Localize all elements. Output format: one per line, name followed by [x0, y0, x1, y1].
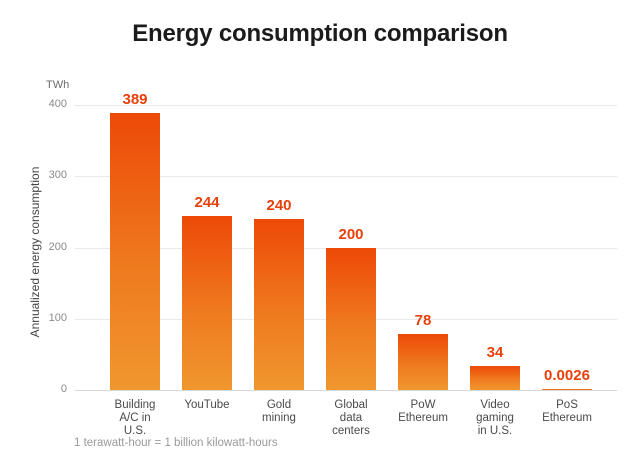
bar[interactable]	[470, 365, 520, 390]
bar-value-label: 240	[266, 197, 292, 214]
bar-value-label: 389	[122, 90, 148, 108]
y-axis-unit-label: TWh	[46, 79, 70, 91]
x-axis-category-line: in U.S.	[477, 425, 513, 437]
plot-area: 0 100 200 300 400 389 244 240 200 78 34 0.0026 Bui…	[49, 91, 617, 437]
x-axis-category-label: YouTube	[168, 399, 246, 412]
chart-footnote: 1 terawatt-hour = 1 billion kilowatt-hou…	[74, 437, 278, 449]
x-axis-category-line: Video	[480, 399, 510, 411]
x-axis-category-line: Ethereum	[398, 412, 448, 424]
x-axis-category-line: YouTube	[184, 399, 230, 411]
x-axis-category-line: PoS	[556, 399, 578, 411]
x-axis-category-line: Gold	[266, 399, 292, 411]
gridline-300	[75, 176, 617, 178]
bar[interactable]	[326, 247, 376, 390]
y-tick-label-400: 400	[48, 98, 67, 110]
bar[interactable]	[110, 112, 160, 390]
x-axis-category-line: Building	[114, 399, 156, 411]
x-axis-category-line: U.S.	[123, 425, 147, 437]
x-axis-category-line: data	[339, 412, 363, 424]
bar-value-label: 34	[486, 343, 504, 361]
x-axis-category-line: centers	[332, 425, 370, 437]
gridline-0	[75, 390, 617, 391]
bar-value-label: 78	[414, 312, 432, 330]
x-axis-category-line: Ethereum	[542, 412, 592, 424]
bar[interactable]	[254, 219, 304, 390]
x-axis-category-label: Global data centers	[312, 399, 390, 438]
x-axis-category-line: Global	[334, 399, 368, 411]
bar[interactable]	[542, 389, 592, 390]
chart-title: Energy consumption comparison	[132, 20, 508, 47]
x-axis-category-line: PoW	[410, 399, 436, 411]
bar-value-label: 0.0026	[544, 367, 590, 385]
bar[interactable]	[182, 216, 232, 390]
x-axis-category-label: PoS Ethereum	[528, 399, 606, 425]
bar-value-label: 244	[194, 194, 220, 212]
y-tick-label-200: 200	[48, 240, 67, 253]
bar[interactable]	[398, 334, 448, 390]
x-axis-category-label: Video gaming in U.S.	[456, 399, 534, 438]
x-axis-category-line: mining	[262, 412, 296, 424]
y-tick-label-0: 0	[60, 383, 67, 395]
x-axis-category-label: Gold mining	[240, 399, 318, 425]
y-tick-label-300: 300	[48, 169, 67, 182]
y-tick-label-100: 100	[48, 311, 67, 324]
x-axis-category-label: Building A/C in U.S.	[96, 399, 174, 438]
gridline-400	[75, 105, 617, 106]
bar-value-label: 200	[338, 225, 364, 243]
x-axis-category-line: A/C in	[119, 412, 151, 424]
x-axis-category-label: PoW Ethereum	[384, 399, 462, 425]
x-axis-category-line: gaming	[476, 412, 514, 424]
